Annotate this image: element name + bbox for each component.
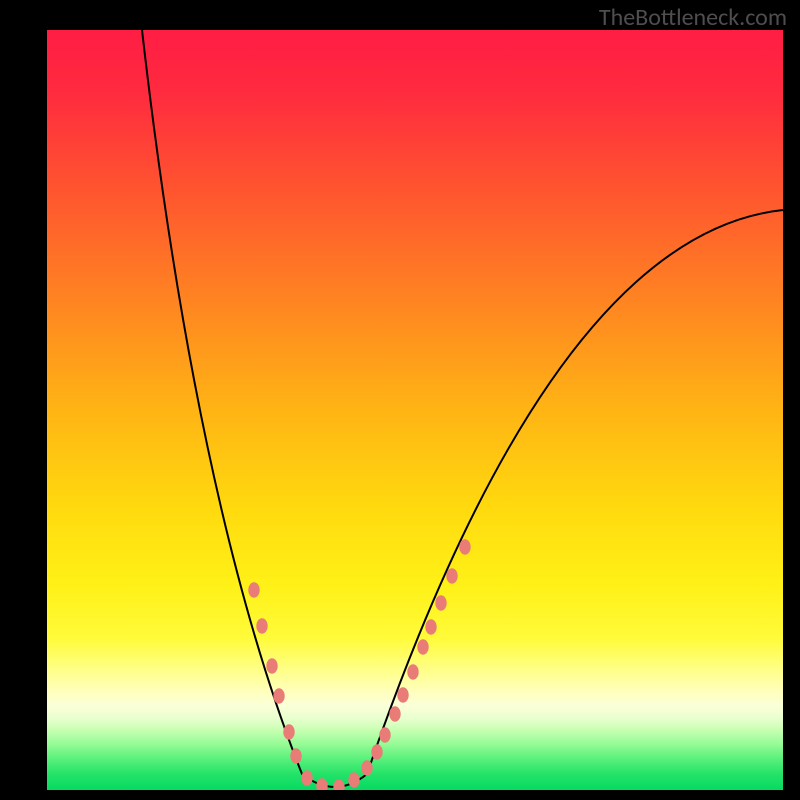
data-marker xyxy=(447,569,457,583)
bottleneck-curve-layer xyxy=(47,30,783,790)
data-marker xyxy=(274,689,284,703)
data-marker xyxy=(267,659,277,673)
watermark-text: TheBottleneck.com xyxy=(599,3,787,32)
data-marker xyxy=(249,583,259,597)
data-marker xyxy=(334,780,344,790)
data-marker xyxy=(372,745,382,759)
data-marker xyxy=(426,620,436,634)
data-marker xyxy=(460,540,470,554)
data-marker xyxy=(362,761,372,775)
data-marker xyxy=(257,619,267,633)
data-marker xyxy=(317,779,327,790)
data-marker xyxy=(380,728,390,742)
data-marker xyxy=(349,773,359,787)
data-marker xyxy=(390,707,400,721)
plot-area xyxy=(47,30,783,790)
data-marker xyxy=(284,725,294,739)
data-marker xyxy=(398,688,408,702)
data-marker xyxy=(436,596,446,610)
data-marker xyxy=(418,640,428,654)
chart-stage: TheBottleneck.com xyxy=(0,0,800,800)
data-marker xyxy=(302,771,312,785)
data-marker xyxy=(408,665,418,679)
data-marker xyxy=(291,749,301,763)
v-curve xyxy=(142,30,783,787)
